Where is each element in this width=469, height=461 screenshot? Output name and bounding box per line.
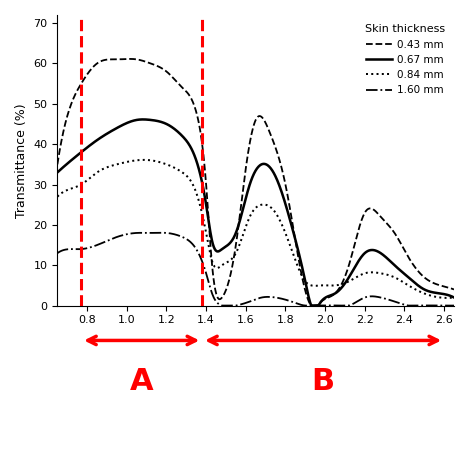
0.43 mm [79,80,84,85]
1.60 mm [397,301,403,306]
0.67 mm [140,117,145,122]
Legend: 0.43 mm, 0.67 mm, 0.84 mm, 1.60 mm: 0.43 mm, 0.67 mm, 0.84 mm, 1.60 mm [360,20,449,100]
0.84 mm [356,273,362,279]
1.60 mm [356,297,362,303]
0.43 mm [356,225,362,230]
0.84 mm [141,157,147,163]
0.84 mm [451,295,457,300]
0.43 mm [451,287,457,292]
0.67 mm [451,295,457,300]
0.84 mm [444,295,450,301]
0.43 mm [397,239,403,245]
Line: 0.84 mm: 0.84 mm [57,160,454,298]
Y-axis label: Transmittance (%): Transmittance (%) [15,103,28,218]
1.60 mm [451,303,457,308]
0.67 mm [309,303,314,308]
Line: 0.43 mm: 0.43 mm [57,59,454,306]
Line: 0.67 mm: 0.67 mm [57,119,454,306]
0.67 mm [356,257,362,263]
1.60 mm [296,301,302,307]
0.67 mm [286,211,291,216]
Text: A: A [130,366,153,396]
1.60 mm [219,303,225,308]
0.84 mm [79,182,84,187]
0.84 mm [308,283,313,288]
0.43 mm [286,196,291,201]
0.67 mm [79,149,84,154]
0.84 mm [286,237,291,243]
0.43 mm [127,56,133,62]
0.43 mm [296,256,302,262]
1.60 mm [54,250,60,256]
Text: B: B [311,366,335,396]
1.60 mm [79,246,84,252]
1.60 mm [308,303,314,308]
0.67 mm [54,170,60,175]
0.84 mm [296,266,302,272]
Line: 1.60 mm: 1.60 mm [57,233,454,306]
0.43 mm [54,161,60,167]
0.43 mm [308,302,313,307]
1.60 mm [286,298,292,303]
1.60 mm [159,230,164,236]
0.84 mm [397,277,402,283]
0.67 mm [308,301,313,307]
0.67 mm [296,250,302,255]
0.84 mm [54,194,60,199]
0.67 mm [397,267,403,273]
0.43 mm [309,303,314,308]
